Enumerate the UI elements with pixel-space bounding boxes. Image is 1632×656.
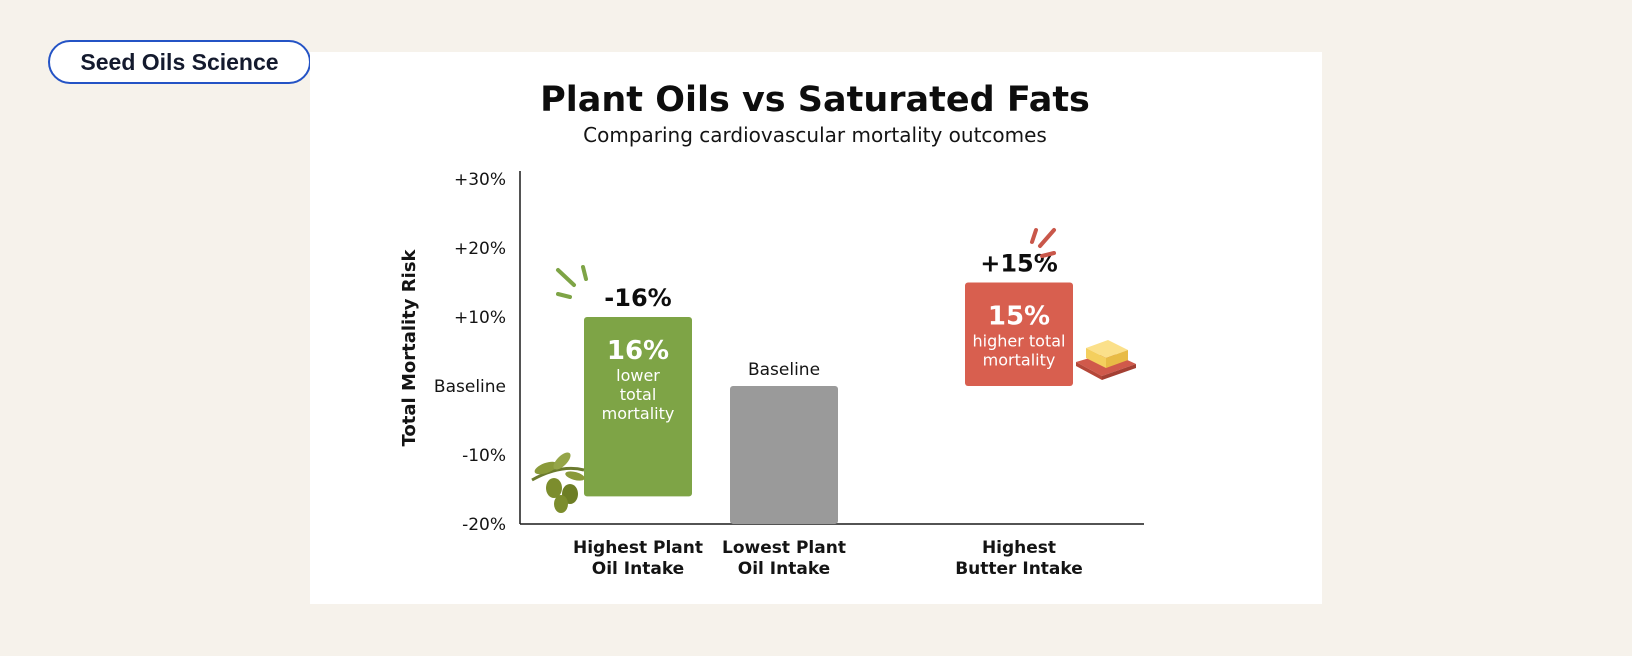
chart-svg: Plant Oils vs Saturated Fats Comparing c… <box>399 80 1144 580</box>
x-category-label: Lowest Plant <box>722 538 846 558</box>
chart-card: Plant Oils vs Saturated Fats Comparing c… <box>310 52 1322 604</box>
axes-group: +30% +20% +10% Baseline -10% -20% <box>434 170 1144 535</box>
y-tick-label: Baseline <box>434 377 506 397</box>
topic-tag-button[interactable]: Seed Oils Science <box>48 40 311 84</box>
bar-inner-text: higher total <box>973 332 1066 351</box>
x-category-label: Oil Intake <box>592 559 684 579</box>
x-category-label: Oil Intake <box>738 559 830 579</box>
y-tick-label: -10% <box>462 446 506 466</box>
burst-marks-red <box>1030 228 1056 258</box>
decorations-group <box>531 228 1136 513</box>
bar-inner-value: 16% <box>607 336 669 366</box>
olive-branch-icon <box>531 452 585 513</box>
x-category-label: Highest Plant <box>573 538 703 558</box>
bar-inner-value: 15% <box>988 302 1050 332</box>
x-category-label: Butter Intake <box>955 559 1083 579</box>
bar <box>584 317 692 497</box>
chart-subtitle: Comparing cardiovascular mortality outco… <box>583 123 1047 147</box>
bar-group: +15%15%higher totalmortalityHighestButte… <box>955 250 1083 580</box>
bar-value-label: -16% <box>604 284 671 312</box>
bar-inner-text: total <box>620 385 657 404</box>
bar <box>730 386 838 524</box>
x-category-label: Highest <box>982 538 1056 558</box>
y-tick-label: +30% <box>454 170 506 190</box>
y-axis-label: Total Mortality Risk <box>399 248 420 446</box>
y-tick-label: -20% <box>462 515 506 535</box>
bar-value-label: Baseline <box>748 360 820 380</box>
burst-marks-green <box>556 265 588 299</box>
bar-inner-text: mortality <box>602 404 675 423</box>
chart-title: Plant Oils vs Saturated Fats <box>540 80 1090 120</box>
bar-inner-text: lower <box>616 366 660 385</box>
bar <box>965 282 1073 386</box>
y-tick-label: +20% <box>454 239 506 259</box>
bar-inner-text: mortality <box>983 351 1056 370</box>
butter-dish-icon <box>1076 340 1136 380</box>
y-tick-label: +10% <box>454 308 506 328</box>
